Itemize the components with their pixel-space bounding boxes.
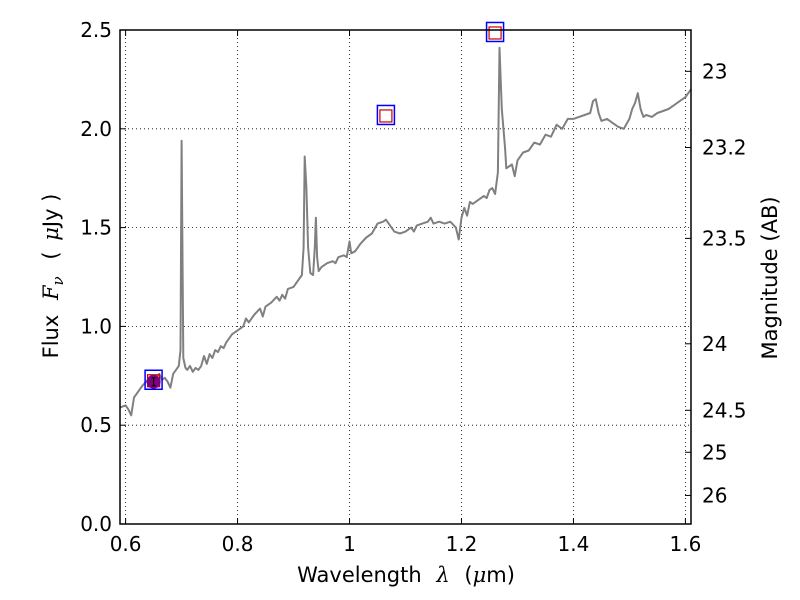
y-tick-label: 1.5 xyxy=(80,216,112,240)
photometry-box-outer xyxy=(376,104,396,126)
y2-tick-label: 25 xyxy=(702,440,727,464)
photometry-box-outer xyxy=(144,369,163,391)
y-tick-label: 1.0 xyxy=(80,314,112,338)
y2-tick-label: 23 xyxy=(702,59,727,83)
y2-tick-label: 23.2 xyxy=(702,135,747,159)
x-tick-label: 0.8 xyxy=(222,532,254,556)
x-axis-title: Wavelength λ (μm) xyxy=(297,563,515,587)
y-axis-title: Flux Fν ( μJy ) xyxy=(39,194,68,359)
y-tick-label: 0.0 xyxy=(80,512,112,536)
spectrum-line xyxy=(119,46,692,417)
photometry-box-outer xyxy=(485,21,505,43)
y-axis-ticks: 0.0 0.5 1.0 1.5 2.0 2.5 xyxy=(80,18,126,536)
axes xyxy=(119,29,692,525)
x-tick-label: 1.2 xyxy=(446,532,478,556)
y-tick-label: 2.0 xyxy=(80,117,112,141)
y-tick-label: 0.5 xyxy=(80,413,112,437)
x-tick-label: 0.6 xyxy=(110,532,142,556)
plot-frame xyxy=(119,29,692,525)
x-tick-label: 1.6 xyxy=(669,532,701,556)
x-axis-ticks: 0.6 0.8 1 1.2 1.4 1.6 xyxy=(110,30,701,556)
photometry-box-inner xyxy=(379,109,393,123)
y2-axis-ticks: 23 23.2 23.5 24 24.5 25 26 xyxy=(685,59,747,507)
y2-axis-title: Magnitude (AB) xyxy=(758,196,782,359)
y2-tick-label: 24 xyxy=(702,332,727,356)
x-tick-label: 1.4 xyxy=(558,532,590,556)
y2-tick-label: 24.5 xyxy=(702,398,747,422)
photometry-box-inner xyxy=(488,26,502,40)
y-tick-label: 2.5 xyxy=(80,18,112,42)
y2-tick-label: 23.5 xyxy=(702,226,747,250)
x-tick-label: 1 xyxy=(343,532,356,556)
y2-tick-label: 26 xyxy=(702,483,727,507)
spectrum-series xyxy=(119,46,692,417)
photometry-markers xyxy=(144,21,505,391)
